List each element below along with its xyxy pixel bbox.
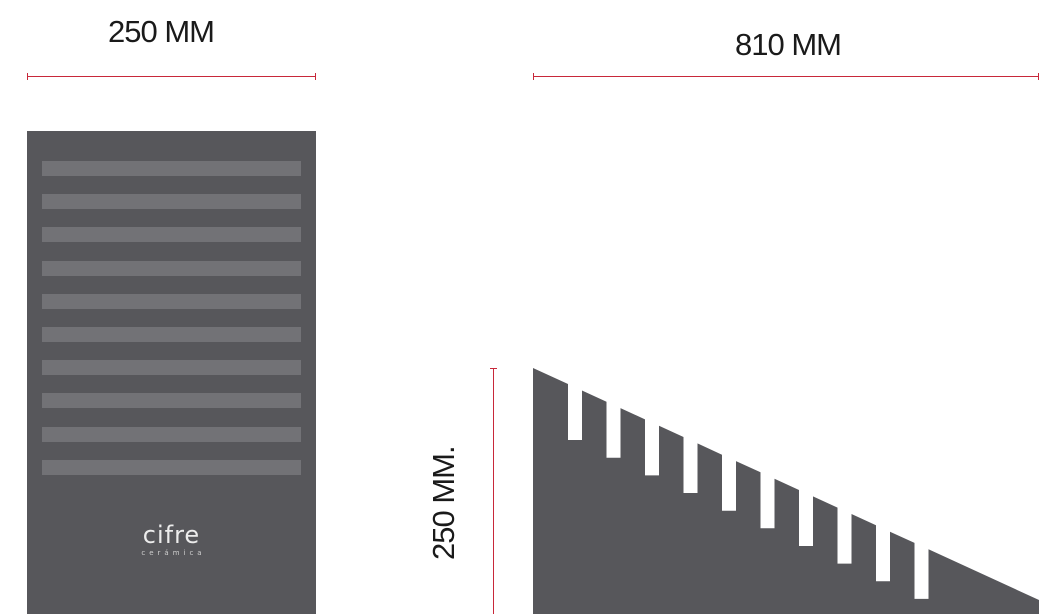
stripe <box>42 161 301 176</box>
stripe <box>42 227 301 243</box>
stripe <box>42 426 301 442</box>
stripe <box>42 194 301 210</box>
brand-logo: cifre cerámica <box>27 523 316 557</box>
stripe <box>42 459 301 475</box>
brand-subtitle: cerámica <box>141 549 206 557</box>
front-width-label: 250 MM <box>108 14 215 49</box>
side-view-shape <box>533 368 1039 614</box>
front-view-panel: cifre cerámica <box>27 131 316 614</box>
stripe <box>42 293 301 309</box>
brand-name: cifre <box>142 521 201 549</box>
side-width-label: 810 MM <box>735 27 842 62</box>
stripe <box>42 393 301 409</box>
side-height-dimension-line <box>490 368 497 614</box>
stripe <box>42 260 301 276</box>
stripe <box>42 360 301 376</box>
stripe <box>42 327 301 342</box>
front-width-dimension-line <box>27 73 316 80</box>
